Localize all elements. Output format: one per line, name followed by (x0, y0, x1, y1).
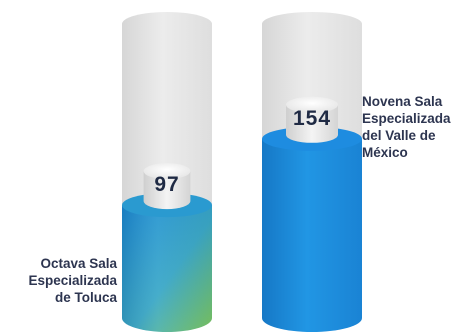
bar-0-shade (122, 205, 212, 332)
value-label-0: 97 (154, 173, 179, 196)
value-cap-0-body (143, 171, 191, 210)
category-label-octava-sala: Octava Sala Especializada de Toluca (28, 256, 117, 305)
value-cap-1-top (286, 96, 338, 113)
value-cap-0-top (143, 163, 191, 180)
value-cap-1-body (286, 104, 338, 143)
value-label-1: 154 (293, 107, 331, 130)
category-label-novena-sala: Novena Sala Especializada del Valle de M… (362, 94, 451, 160)
bar-1 (262, 138, 362, 332)
